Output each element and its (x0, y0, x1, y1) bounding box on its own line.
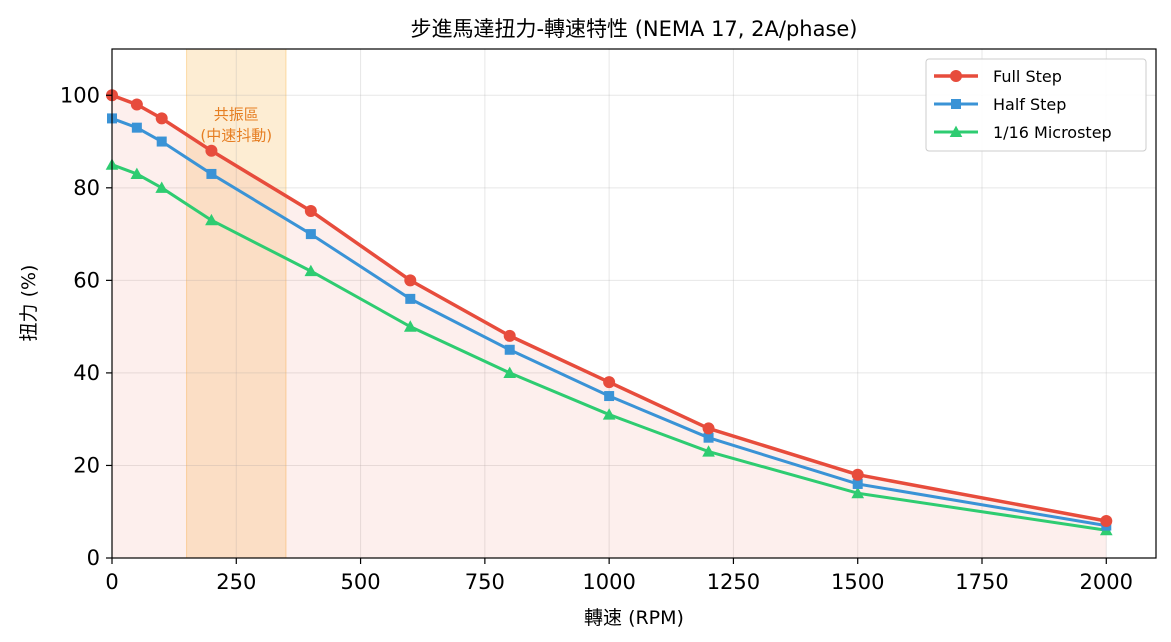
data-point-full-step (702, 422, 715, 435)
x-axis-label: 轉速 (RPM) (584, 607, 684, 629)
legend-marker-1-16-microstep (949, 125, 963, 138)
plot-frame (111, 48, 1157, 559)
chart-title: 步進馬達扭力-轉速特性 (NEMA 17, 2A/phase) (410, 17, 857, 41)
data-point-1-16-microstep (602, 408, 616, 420)
resonance-band-label: 共振區 (214, 105, 259, 123)
x-tick-label: 250 (216, 570, 256, 594)
legend-box (925, 58, 1147, 152)
legend-entry-half-step: Half Step (934, 95, 1066, 114)
data-point-full-step (404, 274, 417, 287)
annotation-band-layer (186, 49, 287, 558)
data-point-1-16-microstep (702, 445, 715, 457)
annotation-text-layer: 共振區 (中速抖動) (200, 105, 272, 144)
x-tick-label: 1250 (707, 570, 760, 594)
data-point-half-step (206, 168, 217, 179)
y-tick-label: 100 (60, 83, 100, 107)
y-tick-label: 40 (73, 361, 100, 385)
legend-label-full-step: Full Step (993, 67, 1062, 86)
legend-label-1-16-microstep: 1/16 Microstep (993, 123, 1112, 142)
data-point-half-step (852, 478, 863, 489)
legend-marker-half-step (951, 99, 961, 109)
data-point-half-step (156, 136, 167, 147)
tick-layer: 0 250 500 750 1000 1250 1500 1750 2000 0 20 40 60 80 1… (60, 83, 1133, 594)
legend-marker-full-step (950, 70, 962, 82)
data-point-half-step (504, 344, 515, 355)
data-point-full-step (603, 376, 616, 389)
y-tick-label: 20 (73, 453, 100, 477)
fill-layer (112, 95, 1107, 558)
data-point-1-16-microstep (205, 213, 218, 226)
legend: Full Step Half Step 1/16 Microstep (925, 58, 1147, 152)
resonance-band-sublabel: (中速抖動) (200, 126, 272, 144)
data-point-1-16-microstep (503, 366, 517, 378)
full-step-fill-area (112, 95, 1107, 558)
axes-layer (111, 48, 1157, 559)
data-point-full-step (155, 112, 168, 125)
x-tick-label: 750 (465, 570, 505, 594)
x-tick-label: 0 (105, 570, 118, 594)
data-point-full-step (205, 144, 218, 157)
data-point-full-step (130, 98, 143, 111)
legend-entry-1-16-microstep: 1/16 Microstep (934, 123, 1112, 142)
x-tick-label: 500 (341, 570, 381, 594)
data-point-half-step (703, 432, 714, 443)
series-layer (105, 89, 1113, 536)
data-point-1-16-microstep (851, 486, 865, 499)
data-point-half-step (305, 229, 316, 240)
data-point-1-16-microstep (130, 167, 144, 179)
y-tick-label: 60 (73, 268, 100, 292)
y-tick-label: 80 (73, 176, 100, 200)
y-axis-label: 扭力 (%) (18, 265, 40, 342)
data-point-1-16-microstep (155, 181, 169, 193)
data-point-half-step (131, 122, 142, 133)
data-point-full-step (1100, 514, 1113, 527)
y-tick-label: 0 (87, 546, 100, 570)
data-point-half-step (405, 293, 416, 304)
data-point-1-16-microstep (403, 320, 417, 332)
x-tick-label: 2000 (1080, 570, 1133, 594)
data-point-full-step (851, 468, 864, 481)
series-1-16-microstep (105, 158, 1113, 536)
data-point-1-16-microstep (304, 264, 318, 277)
series-full-step (106, 89, 1113, 527)
legend-entry-full-step: Full Step (934, 67, 1062, 86)
data-point-full-step (503, 329, 516, 342)
data-point-half-step (604, 391, 615, 402)
legend-label-half-step: Half Step (993, 95, 1066, 114)
x-tick-label: 1000 (582, 570, 635, 594)
resonance-band (186, 49, 286, 558)
x-tick-label: 1750 (955, 570, 1008, 594)
x-tick-label: 1500 (831, 570, 884, 594)
data-point-full-step (304, 204, 317, 217)
